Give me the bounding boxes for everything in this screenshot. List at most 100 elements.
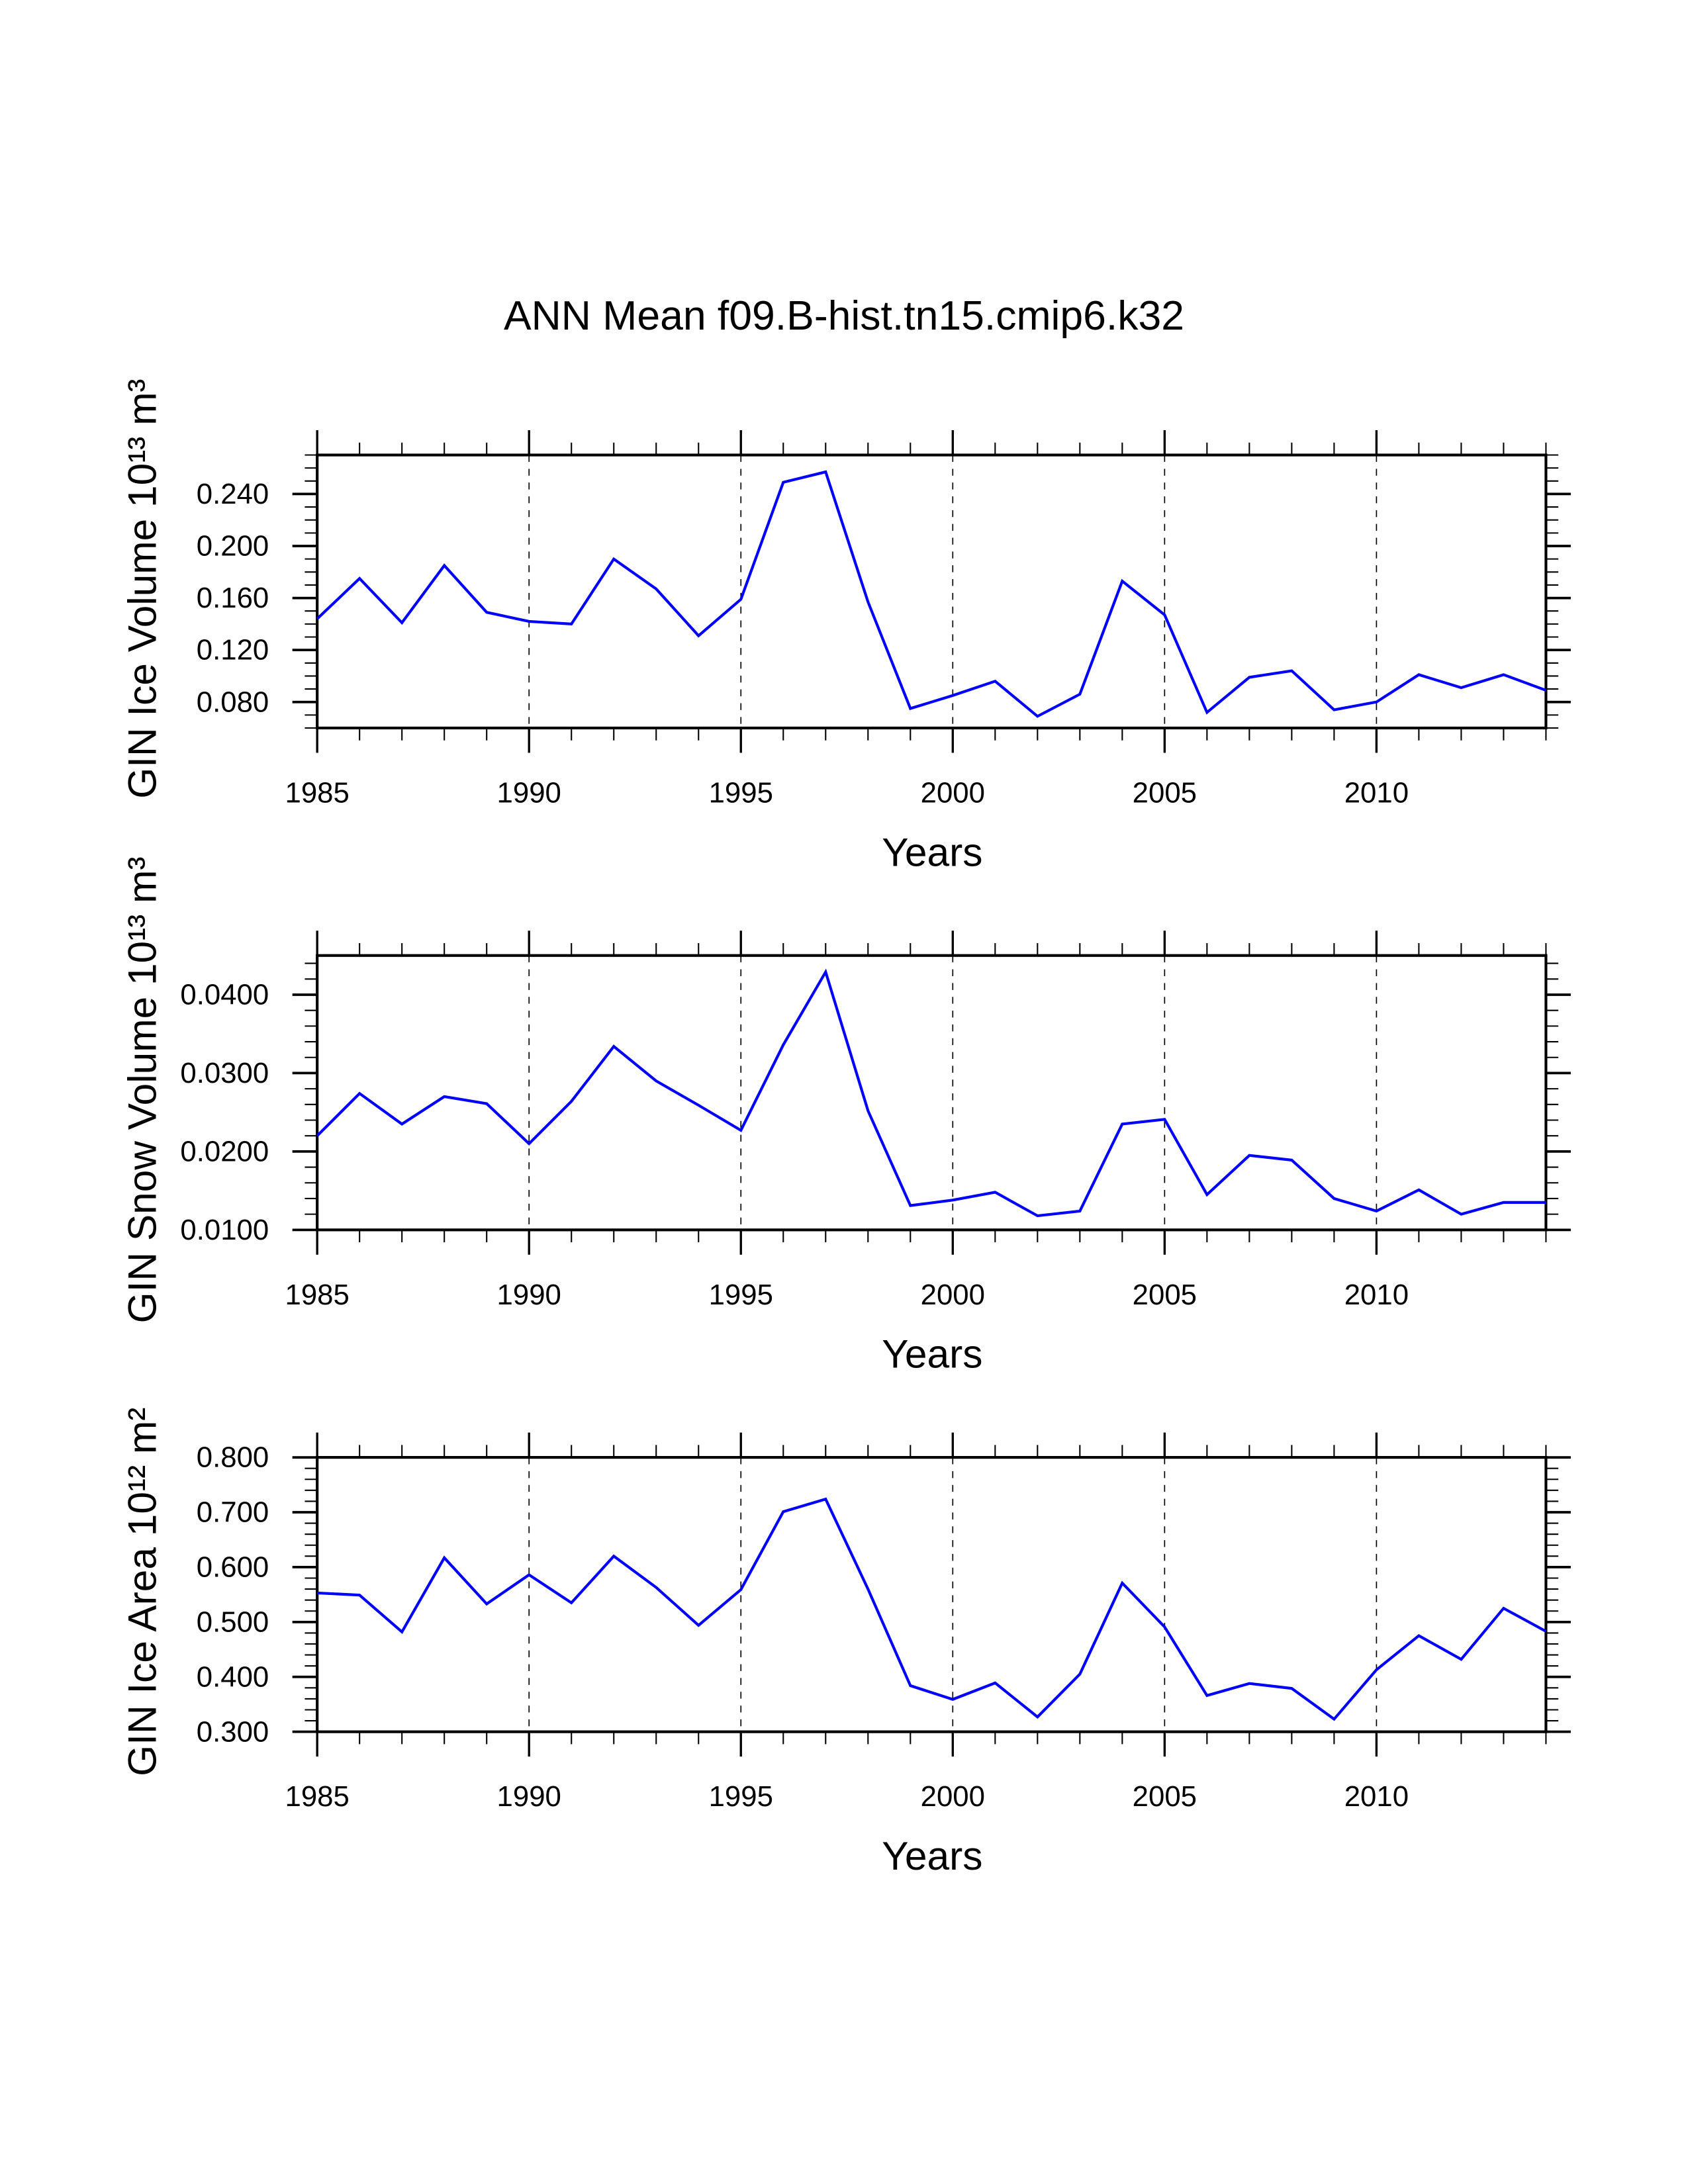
x-tick-label: 1985 [285,777,350,809]
x-tick-label: 1985 [285,1279,350,1311]
x-tick-label: 2005 [1133,1780,1197,1813]
y-axis-label: GIN Ice Volume 10¹³ m³ [119,379,164,798]
data-point [655,1079,657,1082]
panel-3: 0.300 0.400 0.500 0.600 0.700 0.800 1985 1990 19… [119,1408,1571,1878]
y-tick-label: 0.300 [197,1715,269,1748]
data-point [909,1205,912,1207]
data-point [400,1631,403,1633]
data-point [739,598,742,600]
data-point [358,577,361,580]
data-point [485,611,488,614]
data-point [697,1104,700,1107]
x-tick-label: 1995 [709,1279,773,1311]
data-point [1460,1658,1462,1661]
data-point [1333,1718,1335,1721]
plot-frame [316,453,1548,730]
data-point [697,634,700,637]
data-point [528,1142,530,1145]
data-point [1036,1715,1039,1718]
data-point [443,564,445,567]
plot-frame [316,1456,1548,1733]
y-tick-label: 0.400 [197,1661,269,1693]
data-point [824,971,827,974]
y-tick-label: 0.160 [197,582,269,614]
data-point [443,1557,445,1559]
data-point [994,1682,996,1684]
panels: 0.080 0.120 0.160 0.200 0.240 1985 1990 1995 200… [119,379,1571,1878]
y-axis-label: GIN Ice Area 10¹² m² [119,1408,164,1776]
data-point [867,1109,869,1112]
data-point [867,1588,869,1590]
y-tick-label: 0.500 [197,1606,269,1638]
data-point [951,1698,954,1701]
data-point [1163,614,1166,616]
data-point [1205,1694,1208,1697]
data-point [739,1588,742,1591]
data-point [612,1555,615,1557]
x-tick-label: 2010 [1344,1780,1409,1813]
x-tick-label: 2010 [1344,777,1409,809]
y-tick-label: 0.600 [197,1551,269,1583]
y-tick-label: 0.800 [197,1441,269,1474]
x-tick-label: 1990 [497,777,561,809]
data-point [909,707,912,709]
data-point [1290,1687,1293,1690]
data-point [909,1684,912,1687]
data-point [1290,669,1293,672]
data-point [1248,676,1250,678]
plot-frame [316,954,1548,1232]
x-tick-label: 1995 [709,777,773,809]
panel-1: 0.080 0.120 0.160 0.200 0.240 1985 1990 1995 200… [119,379,1571,874]
data-point [1036,1214,1039,1217]
y-tick-label: 0.0100 [180,1214,269,1246]
data-point [1375,701,1378,704]
data-point [1290,1159,1293,1161]
data-point [528,1573,530,1576]
x-axis-label: Years [882,1833,982,1878]
data-point [1417,1189,1420,1191]
data-point [1375,1668,1378,1671]
data-point [1078,693,1081,696]
x-tick-label: 2005 [1133,1279,1197,1311]
data-series-line [317,1497,1547,1721]
data-point [1333,1197,1335,1200]
y-tick-label: 0.080 [197,686,269,718]
data-point [570,1602,573,1604]
x-tick-label: 2005 [1133,777,1197,809]
x-axis-label: Years [882,1332,982,1377]
data-point [1078,1210,1081,1212]
data-point [443,1095,445,1098]
x-tick-label: 2000 [921,1279,985,1311]
data-point [739,1129,742,1132]
data-series-line [316,968,1546,1218]
data-point [1205,711,1208,713]
data-point [782,1510,784,1513]
data-point [1078,1673,1081,1676]
x-tick-label: 2000 [921,1780,985,1813]
data-point [528,620,530,623]
x-axis-label: Years [882,829,982,874]
data-point [1502,1201,1505,1204]
data-point [358,1594,361,1596]
data-point [1333,708,1335,711]
data-point [1205,1193,1208,1196]
data-point [951,694,954,697]
data-point [316,1592,318,1594]
data-point [485,1103,488,1105]
x-tick-label: 1995 [709,1780,773,1813]
data-point [1248,1154,1250,1157]
data-point [1417,1634,1420,1637]
data-point [867,600,869,603]
data-point [1248,1682,1250,1685]
x-tick-label: 1990 [497,1279,561,1311]
data-point [570,623,573,625]
data-point [824,471,827,473]
data-point [1121,1122,1123,1125]
data-point [400,621,403,624]
panel-2: 0.0100 0.0200 0.0300 0.0400 1985 1990 1995 2000… [119,856,1571,1377]
data-point [570,1100,573,1103]
y-tick-label: 0.700 [197,1496,269,1529]
data-point [1121,1582,1123,1584]
chart-title: ANN Mean f09.B-hist.tn15.cmip6.k32 [504,293,1184,339]
y-tick-label: 0.0200 [180,1135,269,1167]
